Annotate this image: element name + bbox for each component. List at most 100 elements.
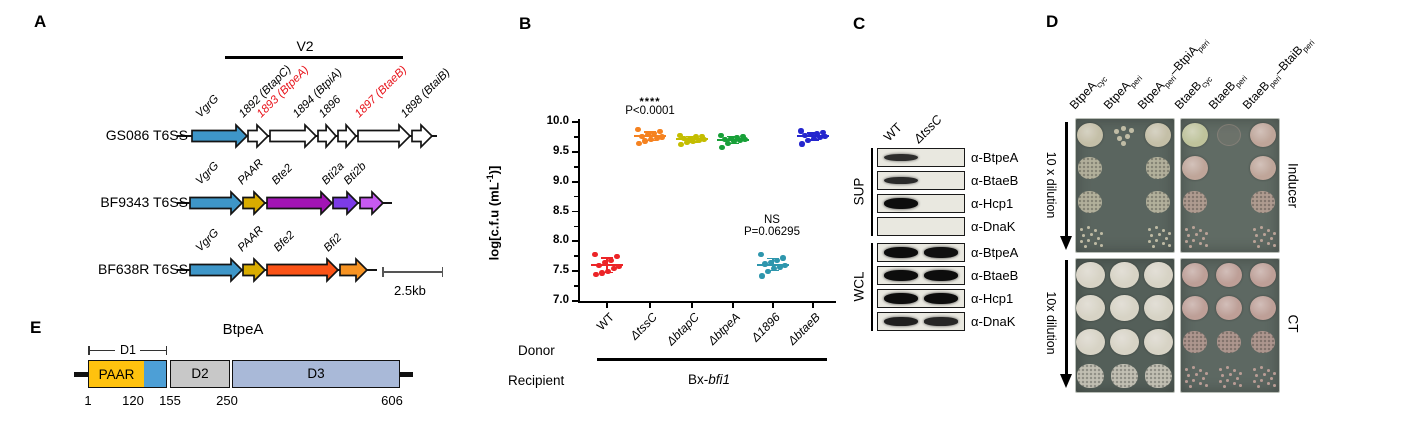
scatter-point [608, 257, 614, 263]
colony-dot [1121, 126, 1126, 131]
y-minor-tick [574, 195, 579, 198]
scatter-point [808, 131, 814, 138]
y-minor-tick [574, 136, 579, 138]
colony-spot-fragment [1239, 372, 1243, 376]
d1-bracket-line-right [140, 349, 166, 352]
colony-spot [1250, 296, 1276, 320]
blot-lane-label: WT [881, 120, 905, 144]
colony-spot-fragment [1192, 239, 1196, 243]
panel-d-label: D [1046, 12, 1059, 31]
colony-spot-fragment [1260, 366, 1264, 370]
colony-spot-fragment [1155, 226, 1159, 230]
colony-spot-fragment [1226, 366, 1230, 370]
scatter-point [677, 132, 683, 138]
colony-spot-fragment [1192, 226, 1196, 230]
colony-spot-fragment [1080, 228, 1084, 232]
colony-spot [1146, 156, 1170, 180]
colony-spot-fragment [1185, 380, 1189, 384]
colony-spot-fragment [1236, 377, 1240, 381]
colony-spot-fragment [1165, 237, 1169, 241]
gene-label: VgrG [193, 159, 222, 188]
scatter-point [699, 133, 705, 139]
y-minor-tick [574, 255, 579, 258]
gene-label: Bfi2 [321, 231, 345, 255]
gene-label: VgrG [193, 226, 222, 255]
y-tick-label: 9.5 [553, 144, 569, 157]
blot-box [877, 217, 965, 236]
colony-spot-fragment [1239, 384, 1243, 388]
colony-spot-fragment [1267, 382, 1271, 386]
gene-arrow-vgrg [189, 256, 244, 284]
colony-spot-fragment [1185, 228, 1189, 232]
blot-group-label: WCL [851, 271, 867, 302]
gene-label: Bti2b [341, 160, 369, 188]
colony-spot [1109, 294, 1139, 322]
colony-spot [1250, 123, 1276, 147]
colony-spot [1109, 328, 1139, 356]
scatter-point [651, 130, 657, 136]
scatter-point [759, 273, 765, 279]
ns-pvalue: P=0.06295 [744, 226, 800, 238]
x-tick [812, 302, 814, 308]
d1-bracket-line-left [89, 349, 115, 352]
colony-spot [1145, 123, 1171, 147]
gene-arrow-1892-btapc [247, 122, 270, 150]
scatter-point [799, 141, 805, 147]
strain-column-label: BtpeAperi [1101, 69, 1144, 112]
v2-region-label: V2 [296, 38, 314, 54]
colony-dot [1125, 134, 1130, 139]
colony-spot [1250, 156, 1276, 180]
scatter-point [719, 145, 725, 151]
gene-arrow-1898-btaib [411, 122, 434, 150]
colony-spot-fragment [1100, 244, 1104, 248]
colony-spot-fragment [1260, 379, 1264, 383]
scatter-point [592, 251, 598, 258]
scatter-point [684, 140, 690, 146]
scatter-point [780, 255, 786, 261]
colony-spot-fragment [1168, 232, 1172, 236]
y-minor-tick [574, 225, 579, 228]
y-axis [578, 119, 580, 303]
gene-arrow-1896 [337, 122, 358, 150]
scatter-point [645, 131, 651, 138]
colony-spot-fragment [1219, 368, 1223, 372]
colony-spot [1075, 328, 1105, 356]
scatter-point [681, 136, 687, 142]
y-tick [572, 240, 579, 243]
colony-spot [1250, 263, 1276, 287]
colony-spot [1075, 294, 1105, 322]
scatter-point [728, 136, 734, 142]
colony-spot-fragment [1253, 228, 1257, 232]
domain-box-d1: PAAR [88, 360, 167, 388]
strain-column-label: BtpeAcyc [1067, 70, 1109, 112]
gene-label: Bte2 [269, 162, 296, 188]
colony-spot [1251, 330, 1275, 354]
d1-bracket-tick-left [88, 346, 90, 355]
blot-row-label: α-DnaK [971, 314, 1016, 329]
colony-spot-fragment [1253, 240, 1257, 244]
colony-spot-fragment [1199, 369, 1203, 373]
colony-spot [1251, 190, 1275, 214]
x-tick [691, 302, 693, 308]
scatter-point [768, 259, 774, 265]
scale-bar-tick-left [382, 267, 384, 277]
gene-arrow-bti2b [359, 189, 385, 217]
scatter-point [798, 128, 804, 134]
scatter-point [774, 257, 780, 263]
mean-line [757, 263, 789, 266]
domain-segment-linker [144, 361, 166, 387]
colony-spot-fragment [1260, 239, 1264, 243]
residue-tick-250: 250 [216, 393, 238, 408]
colony-spot-fragment [1199, 229, 1203, 233]
scatter-point [734, 134, 740, 141]
scatter-point [642, 138, 648, 144]
colony-spot-fragment [1195, 373, 1199, 377]
gene-arrow-bte2 [266, 189, 334, 217]
strain-column-label: BtaeBcyc [1172, 70, 1214, 112]
colony-dot [1117, 136, 1122, 141]
colony-spot-faint [1217, 123, 1241, 147]
colony-spot [1183, 330, 1207, 354]
blot-row-label: α-BtpeA [971, 150, 1019, 165]
gene-label: PAAR [235, 157, 266, 188]
